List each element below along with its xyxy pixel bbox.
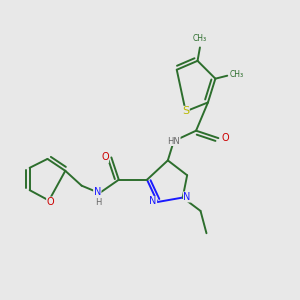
Text: CH₃: CH₃ — [229, 70, 243, 79]
Text: H: H — [95, 197, 101, 206]
Text: CH₃: CH₃ — [193, 34, 207, 43]
Text: N: N — [94, 187, 101, 197]
Text: O: O — [221, 133, 229, 143]
Text: N: N — [184, 192, 191, 202]
Text: S: S — [182, 106, 189, 116]
Text: O: O — [46, 197, 54, 207]
Text: HN: HN — [167, 136, 180, 146]
Text: N: N — [149, 196, 157, 206]
Text: O: O — [101, 152, 109, 162]
